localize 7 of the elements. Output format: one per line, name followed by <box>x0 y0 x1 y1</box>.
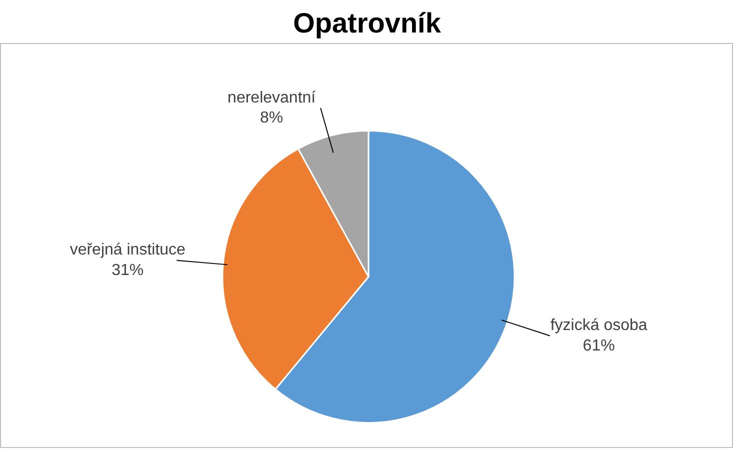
slice-label: nerelevantní <box>228 89 316 106</box>
data-label: 8% <box>260 110 284 127</box>
slice-label: veřejná instituce <box>70 242 186 259</box>
slice-label: fyzická osoba <box>550 317 648 334</box>
chart-title: Opatrovník <box>293 8 442 38</box>
data-label: 31% <box>112 262 144 280</box>
data-label: 61% <box>582 337 615 354</box>
